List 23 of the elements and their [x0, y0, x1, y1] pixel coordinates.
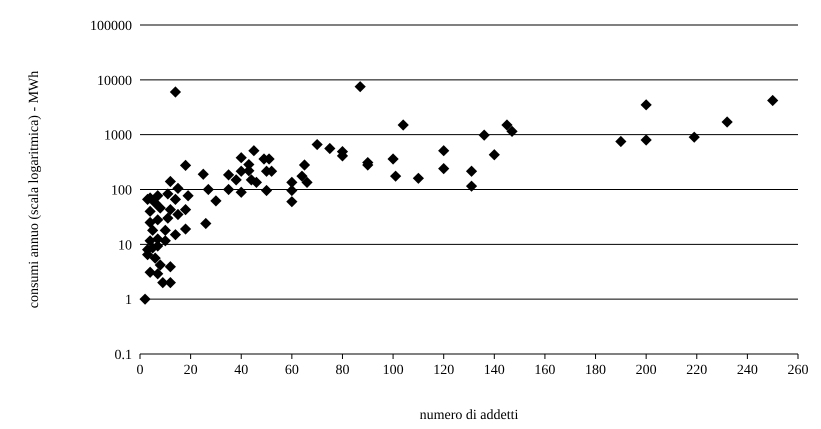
x-tick-label: 260 [788, 363, 808, 378]
x-tick-label: 240 [736, 363, 758, 378]
y-tick-label: 100 [111, 184, 132, 198]
y-axis-title: consumi annuo (scala logaritmica) - MWh [27, 70, 42, 308]
x-tick-label: 140 [484, 363, 505, 378]
x-tick-label: 40 [234, 363, 248, 378]
y-tick-label: 10 [118, 238, 132, 254]
y-tick-label: 1 [125, 293, 132, 308]
x-tick-label: 80 [335, 363, 350, 378]
x-tick-label: 0 [136, 363, 144, 378]
y-tick-label: 10000 [97, 74, 132, 89]
x-tick-label: 60 [284, 363, 299, 378]
x-tick-label: 220 [686, 363, 708, 378]
y-tick-label: 100000 [90, 19, 132, 34]
x-tick-label: 20 [184, 363, 198, 378]
x-tick-label: 120 [433, 363, 454, 378]
y-tick-label: 1000 [104, 128, 132, 144]
x-axis-title: numero di addetti [420, 408, 518, 423]
x-tick-label: 180 [585, 363, 606, 378]
x-tick-label: 200 [636, 363, 657, 378]
x-tick-label: 160 [534, 363, 556, 378]
x-tick-label: 100 [382, 363, 404, 378]
y-tick-label: 0.1 [114, 348, 132, 363]
